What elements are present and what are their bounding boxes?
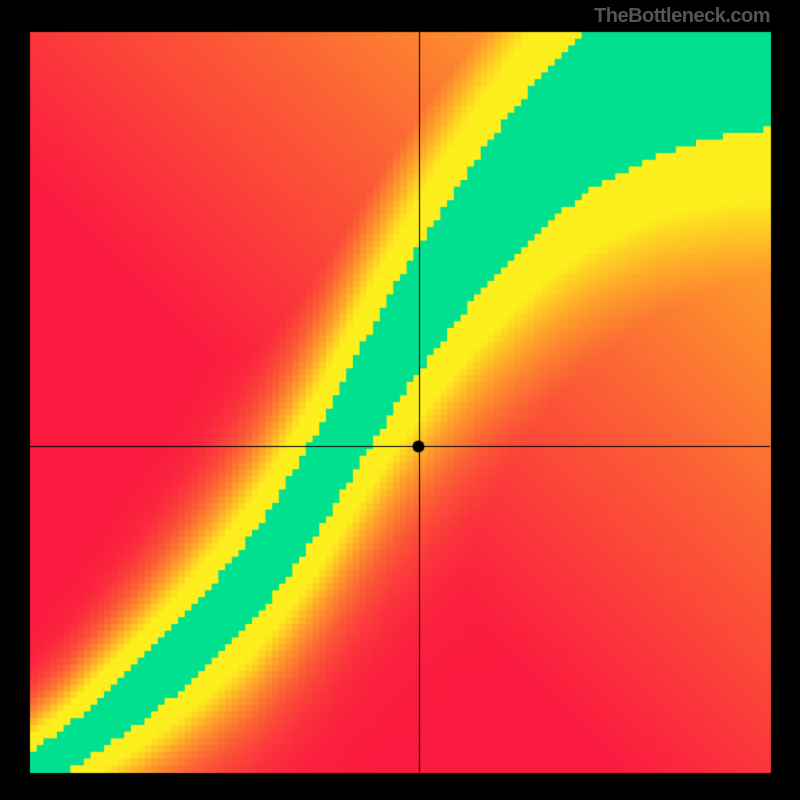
attribution-text: TheBottleneck.com	[594, 5, 770, 28]
chart-container: TheBottleneck.com	[0, 0, 800, 800]
bottleneck-heatmap-canvas	[0, 0, 800, 800]
